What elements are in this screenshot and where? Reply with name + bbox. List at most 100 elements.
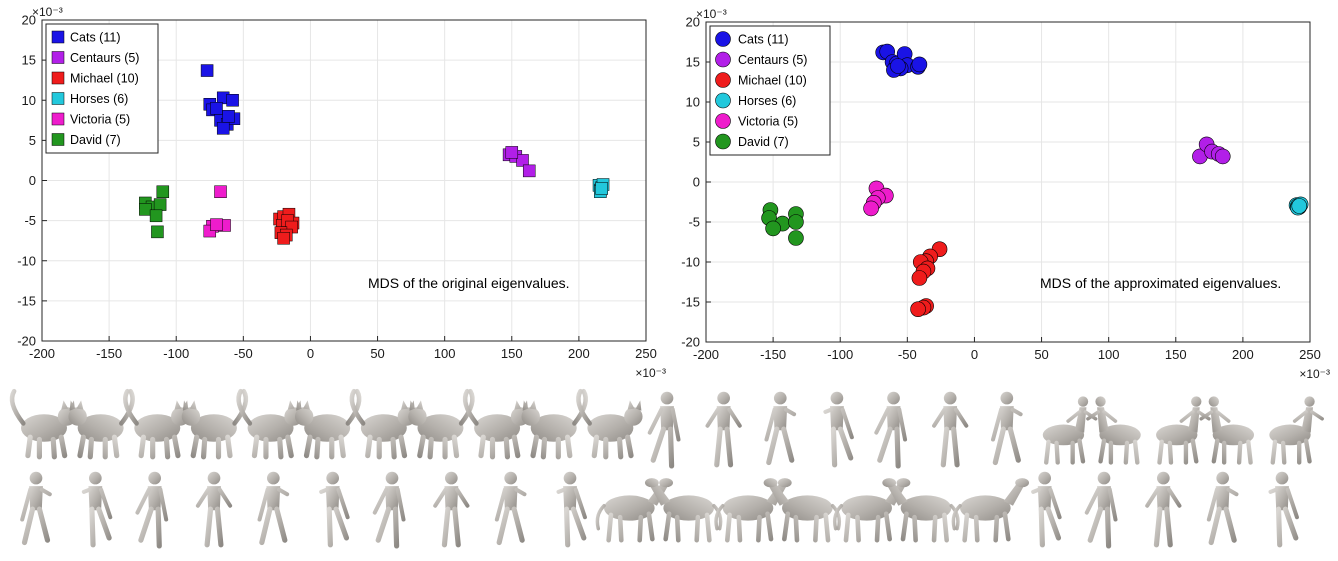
data-point-square (210, 218, 223, 231)
horse-shape-icon (763, 478, 842, 543)
data-point-circle (911, 56, 928, 73)
legend-marker (715, 113, 731, 129)
cat-shape-icon (181, 388, 249, 460)
y-tick-label: 15 (686, 55, 700, 70)
cat-shape-icon (68, 388, 135, 460)
y-tick-label: 0 (693, 175, 700, 190)
x-tick-label: 50 (370, 346, 384, 361)
chart-annotation: MDS of the original eigenvalues. (368, 275, 570, 291)
legend-marker (51, 71, 65, 85)
legend-entry-label: Cats (11) (70, 31, 120, 45)
data-point-circle (863, 200, 879, 217)
human-shape-icon (1206, 471, 1239, 546)
y-tick-label: -5 (688, 215, 700, 230)
chart-annotation: MDS of the approximated eigenvalues. (1040, 275, 1281, 291)
centaur-shape-icon (1269, 396, 1324, 465)
cat-shape-icon (408, 388, 475, 460)
x-tick-label: -200 (29, 346, 55, 361)
x-tick-label: -100 (827, 347, 853, 362)
human-shape-icon (81, 471, 113, 548)
data-points (139, 64, 610, 245)
y-exponent-label: ×10⁻³ (696, 7, 727, 21)
human-shape-icon (319, 471, 350, 548)
legend-marker (715, 72, 731, 88)
y-tick-label: 5 (29, 133, 36, 148)
y-tick-label: -10 (17, 253, 36, 268)
human-shape-icon (991, 391, 1023, 466)
cat-shape-icon (294, 388, 362, 460)
human-shape-icon (20, 471, 52, 546)
y-exponent-label: ×10⁻³ (32, 5, 63, 19)
horse-shape-icon (714, 478, 792, 543)
y-tick-label: -20 (17, 334, 36, 349)
centaur-shape-icon (1156, 396, 1211, 465)
x-tick-label: 100 (434, 346, 456, 361)
cat-shape-icon (462, 388, 530, 460)
y-tick-label: -5 (24, 213, 36, 228)
x-tick-label: -100 (163, 346, 189, 361)
legend-marker (51, 51, 65, 64)
data-point-square (149, 209, 163, 223)
y-axis: -20 -15 -10 -5 0 5 10 15 20 (17, 13, 47, 349)
y-tick-label: 15 (22, 53, 36, 68)
x-axis: -200 -150 -100 -50 0 50 100 150 200 250 (29, 336, 657, 361)
data-point-square (277, 232, 290, 245)
data-point-square (156, 185, 170, 198)
human-shape-icon (494, 471, 527, 546)
human-shape-icon (1145, 471, 1182, 548)
data-point-circle (1214, 148, 1231, 165)
legend-marker (715, 133, 731, 150)
legend-box (45, 23, 159, 154)
data-point-circle (788, 230, 804, 246)
legend-entry-label: Horses (6) (70, 92, 128, 106)
legend-marker (715, 92, 731, 109)
data-point-square (214, 185, 227, 198)
x-exponent-label: ×10⁻³ (1299, 367, 1330, 381)
cat-shape-icon (349, 388, 417, 460)
centaur-shape-icon (1042, 396, 1098, 465)
data-point-circle (1291, 198, 1308, 214)
data-points (761, 43, 1309, 318)
legend-entry-label: Michael (10) (738, 74, 807, 88)
human-shape-icon (1268, 471, 1299, 548)
data-point-square (139, 203, 152, 216)
legend-entry-label: Centaurs (5) (70, 51, 139, 65)
data-point-circle (890, 58, 906, 74)
legend-marker (715, 51, 731, 68)
data-point-square (516, 154, 529, 167)
human-shape-icon (1031, 471, 1062, 548)
x-tick-label: 200 (568, 346, 590, 361)
shape-gallery (9, 388, 1324, 549)
data-point-square (153, 198, 167, 211)
data-point-square (151, 225, 164, 239)
y-tick-label: 5 (693, 135, 700, 150)
horse-shape-icon (832, 478, 911, 543)
data-point-square (522, 164, 536, 178)
legend-entry-label: David (7) (70, 133, 121, 147)
data-point-square (210, 102, 223, 115)
mds-approximated-chart: -200 -150 -100 -50 0 50 100 150 200 250-20-15-10-… (681, 7, 1330, 381)
data-point-square (595, 182, 608, 195)
y-tick-label: -10 (681, 255, 700, 270)
human-shape-icon (433, 471, 470, 548)
centaur-shape-icon (1086, 396, 1141, 465)
legend-marker (51, 133, 65, 146)
x-tick-label: 0 (307, 346, 314, 361)
cat-shape-icon (521, 388, 588, 460)
x-tick-label: 100 (1098, 347, 1120, 362)
human-shape-icon (1084, 471, 1118, 549)
cat-shape-icon (123, 388, 190, 460)
x-axis: -200 -150 -100 -50 0 50 100 150 200 250 (693, 337, 1321, 362)
legend-marker (51, 30, 65, 44)
cat-shape-icon (576, 388, 643, 460)
data-point-circle (910, 301, 926, 318)
legend-marker (51, 112, 65, 126)
x-tick-label: 150 (1165, 347, 1187, 362)
x-tick-label: -50 (898, 347, 917, 362)
y-tick-label: -15 (17, 293, 36, 308)
y-tick-label: 0 (29, 173, 36, 188)
x-tick-label: 250 (635, 346, 657, 361)
x-tick-label: -150 (96, 346, 122, 361)
data-point-square (222, 110, 235, 123)
